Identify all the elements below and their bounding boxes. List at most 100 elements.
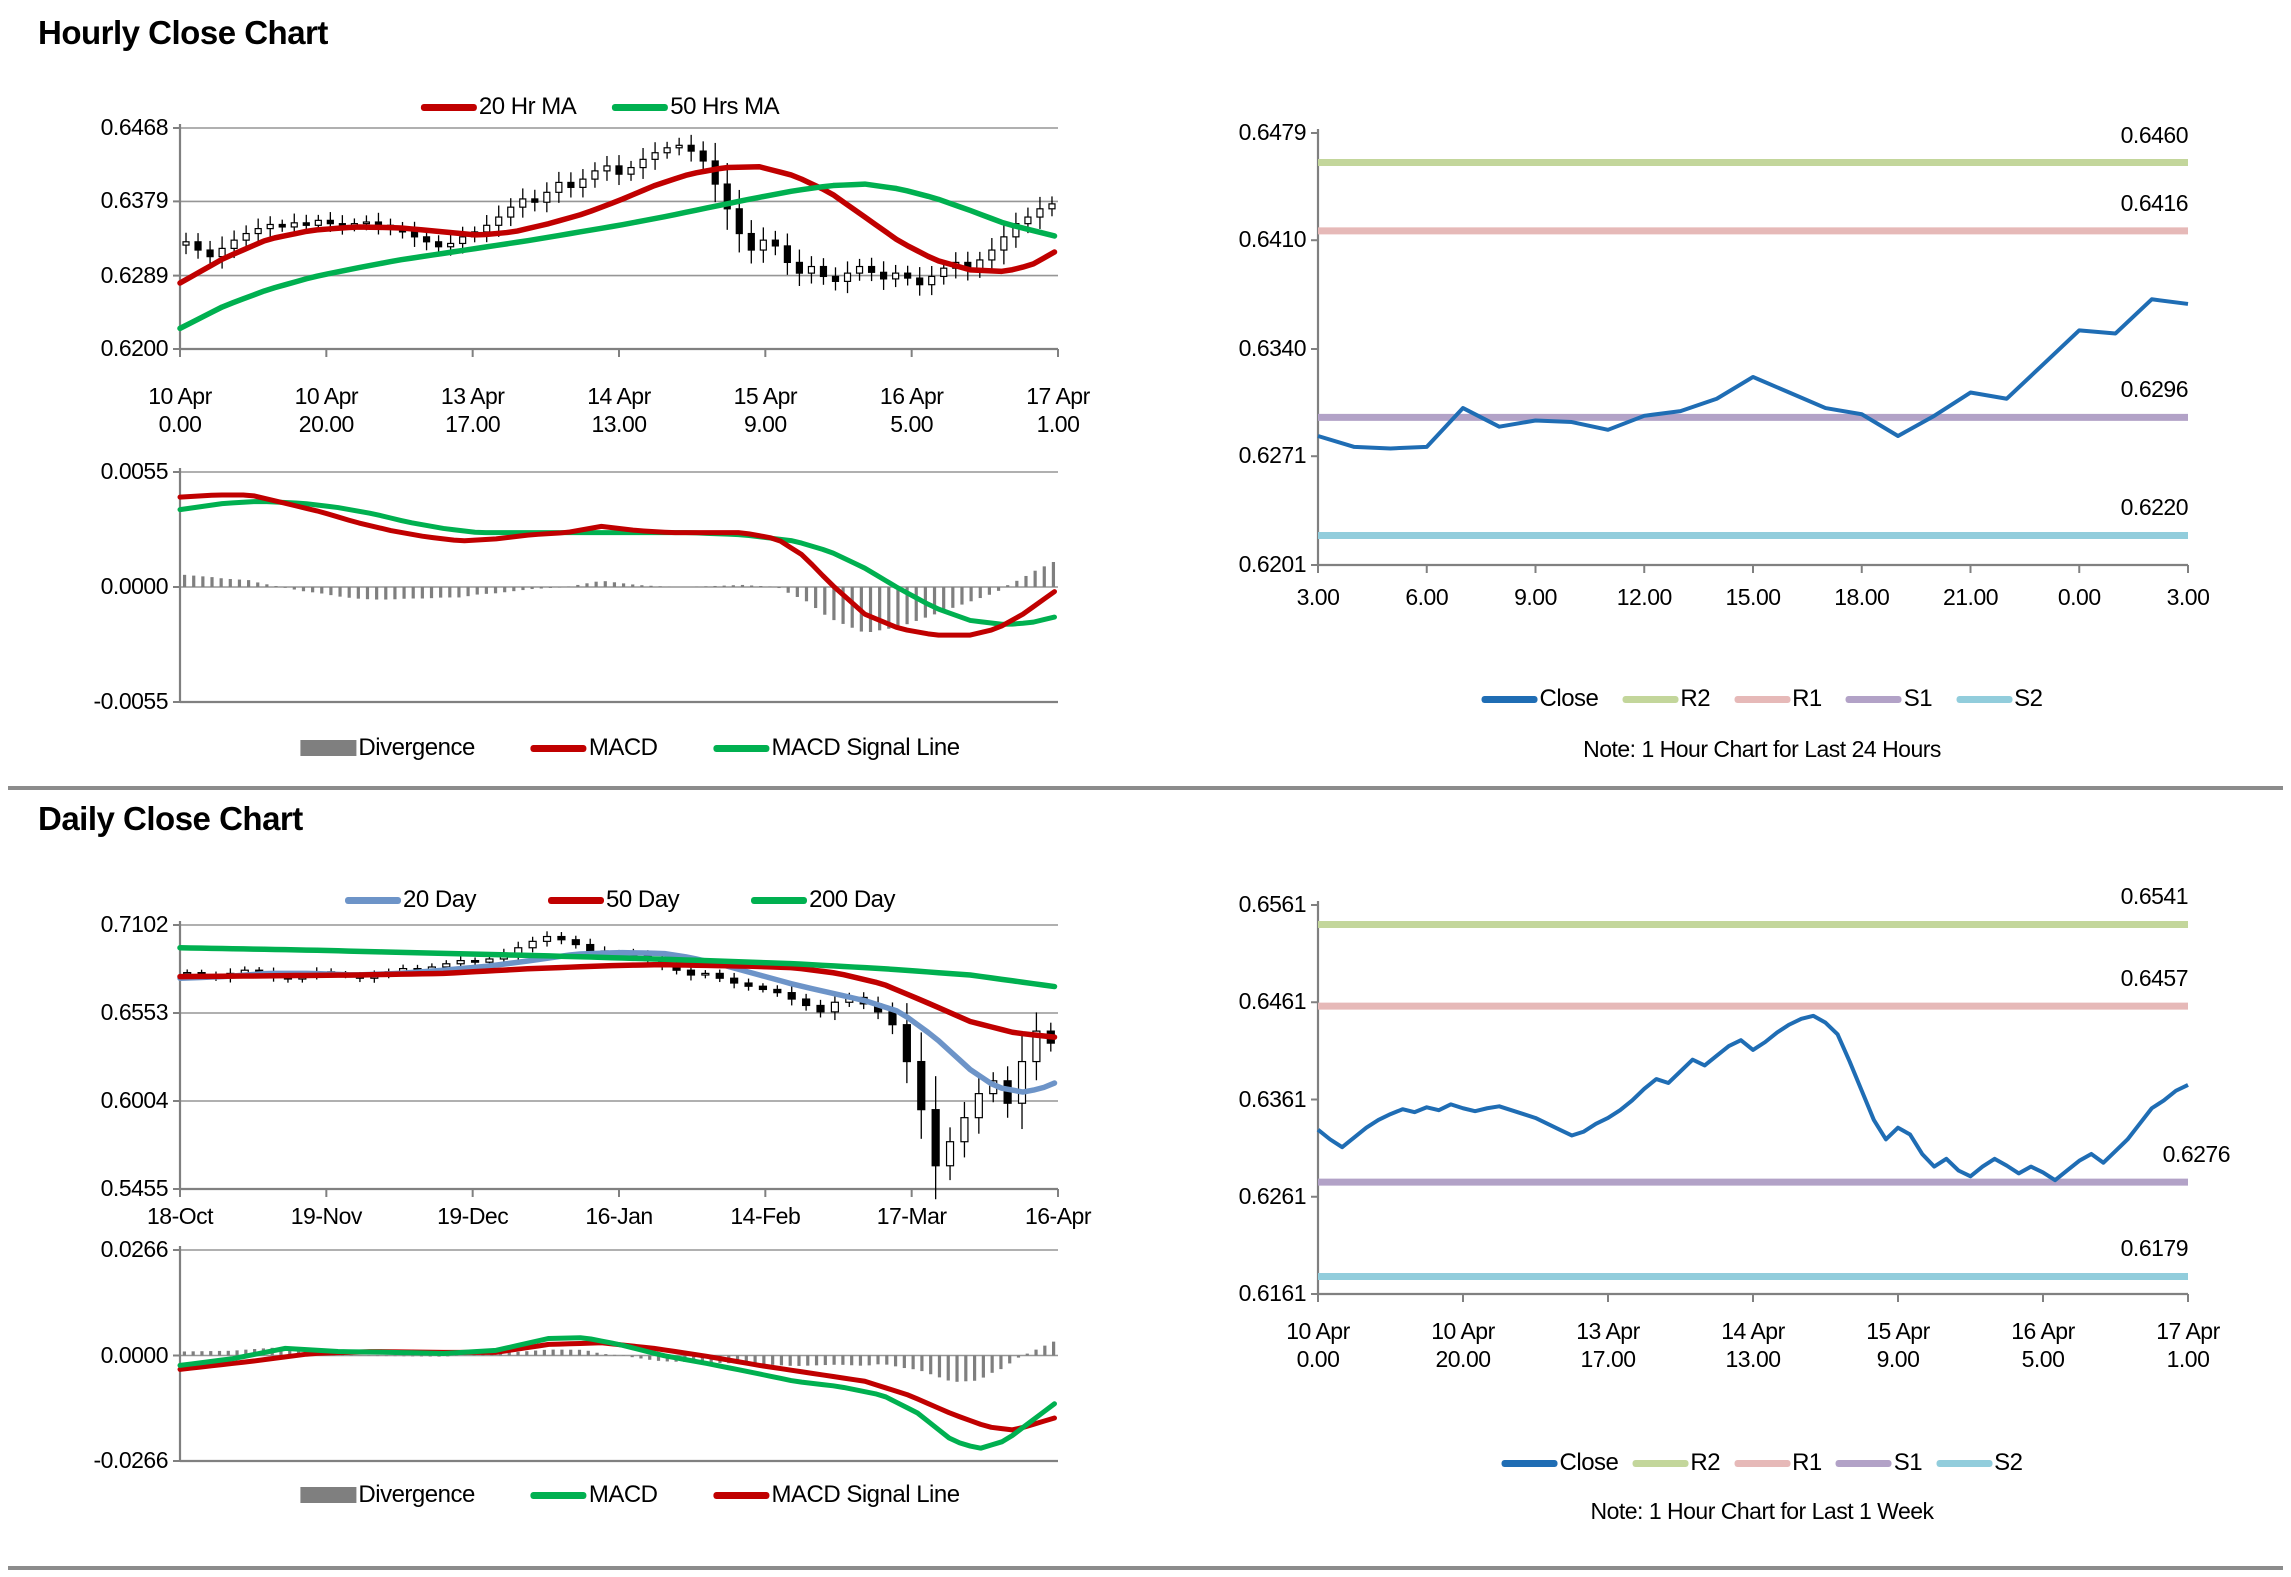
candle-body [940, 267, 948, 278]
x-tick-label: 20.00 [298, 411, 355, 437]
candle-body [483, 224, 491, 233]
candle-body [567, 181, 575, 188]
legend-line-swatch-icon [612, 103, 669, 111]
candle-body [230, 239, 238, 249]
candle-body [206, 249, 214, 258]
legend-daily_price: 20 Day 50 Day 200 Day [345, 886, 895, 914]
candle-body [442, 963, 451, 968]
candle-body [880, 271, 888, 280]
candle-body [787, 992, 796, 1000]
candle-body [758, 985, 768, 991]
x-tick-label: 16-Apr [1024, 1203, 1092, 1229]
candle-body [528, 940, 537, 949]
legend-item-divergence: Divergence [300, 1481, 475, 1509]
hourly-section-title: Hourly Close Chart [38, 14, 328, 51]
legend-item-50-hrs-ma: 50 Hrs MA [612, 93, 780, 121]
legend-line-swatch-icon [548, 896, 605, 904]
legend-label: MACD [588, 1481, 658, 1508]
x-tick-label: 15.00 [1725, 584, 1781, 610]
r1-level-label: 0.6416 [2120, 189, 2189, 216]
x-tick-label: 19-Nov [290, 1203, 363, 1229]
close-line [1316, 1013, 2189, 1183]
x-tick-label: 14 Apr [587, 383, 651, 409]
r1-level-label: 0.6457 [2120, 965, 2189, 992]
candle-body [711, 160, 719, 185]
weekly-sr-note: Note: 1 Hour Chart for Last 1 Week [1590, 1498, 1934, 1524]
candle-body [603, 165, 611, 172]
legend-line-swatch-icon [713, 744, 770, 752]
candle-body [931, 1109, 940, 1167]
candle-body [1024, 216, 1032, 225]
legend-item-macd-signal-line: MACD Signal Line [713, 734, 960, 762]
legend-line-swatch-icon [530, 744, 587, 752]
y-tick-label: 0.6553 [100, 999, 169, 1025]
candle-body [744, 982, 753, 987]
legend-item-macd: MACD [530, 734, 658, 762]
candle-body [362, 221, 371, 225]
x-tick-label: 16 Apr [2011, 1318, 2075, 1344]
candle-body [326, 219, 334, 225]
y-tick-label: 0.0000 [100, 573, 169, 599]
candle-body [543, 191, 551, 203]
legend-line-swatch-icon [420, 103, 477, 111]
legend-label: S2 [1994, 1449, 2023, 1476]
legend-bar-swatch-icon [300, 1487, 357, 1503]
x-tick-label: 1.00 [2166, 1346, 2210, 1372]
y-tick-label: -0.0055 [93, 688, 168, 714]
candle-body [434, 241, 443, 248]
y-tick-label: 0.0055 [100, 458, 169, 484]
macd-signal-line [177, 499, 1057, 627]
x-tick-label: 17 Apr [2156, 1318, 2220, 1344]
legend-line-swatch-icon [1956, 695, 2013, 703]
x-tick-label: 13 Apr [440, 383, 505, 409]
legend-line-swatch-icon [751, 896, 808, 904]
candle-body [960, 1117, 969, 1143]
legend-item-divergence: Divergence [300, 734, 475, 762]
legend-item-close: Close [1481, 685, 1599, 713]
legend-item-macd: MACD [530, 1481, 658, 1509]
candle-body [555, 181, 563, 193]
candle-body [302, 222, 310, 226]
s2-level-label: 0.6179 [2120, 1235, 2189, 1262]
hourly-sr-note: Note: 1 Hour Chart for Last 24 Hours [1583, 736, 1941, 762]
legend-label: R2 [1690, 1449, 1721, 1476]
section-divider [8, 786, 2283, 790]
x-tick-label: 13 Apr [1576, 1318, 1640, 1344]
legend-hourly_price: 20 Hr MA 50 Hrs MA [420, 93, 780, 121]
candle-body [1036, 208, 1044, 218]
x-tick-label: 12.00 [1616, 584, 1673, 610]
bottom-divider [8, 1566, 2283, 1570]
x-tick-label: 5.00 [890, 411, 934, 437]
y-tick-label: 0.6410 [1238, 226, 1307, 253]
macd-line [177, 492, 1057, 638]
candle-body [591, 170, 599, 180]
y-tick-label: 0.6004 [100, 1087, 169, 1113]
x-tick-label: 17 Apr [1026, 383, 1090, 409]
candle-body [542, 935, 552, 942]
y-tick-label: 0.6361 [1238, 1085, 1307, 1112]
candle-body [314, 219, 322, 226]
candle-body [422, 236, 431, 243]
y-tick-label: 0.6261 [1238, 1182, 1307, 1209]
legend-label: 20 Day [403, 886, 477, 913]
x-tick-label: 14-Feb [730, 1203, 801, 1229]
candle-body [773, 988, 782, 994]
legend-item-r1: R1 [1734, 1449, 1822, 1477]
x-tick-label: 17-Mar [876, 1203, 947, 1229]
x-tick-label: 9.00 [743, 411, 787, 437]
s1-level-label: 0.6276 [2162, 1141, 2231, 1168]
x-tick-label: 0.00 [1296, 1346, 1340, 1372]
candle-body [988, 249, 996, 261]
candle-body [278, 223, 286, 228]
x-tick-label: 20.00 [1435, 1346, 1491, 1372]
candle-body [819, 265, 828, 278]
legend-hourly_sr: Close R2 R1 S1 S2 [1481, 685, 2043, 713]
candle-body [1000, 236, 1008, 251]
legend-line-swatch-icon [345, 896, 402, 904]
r2-level-label: 0.6541 [2120, 883, 2189, 910]
candle-body [902, 1024, 911, 1063]
candle-body [571, 939, 580, 946]
s2-level-label: 0.6220 [2120, 494, 2189, 521]
y-tick-label: 0.6479 [1238, 119, 1307, 145]
legend-item-200-day: 200 Day [751, 886, 895, 914]
